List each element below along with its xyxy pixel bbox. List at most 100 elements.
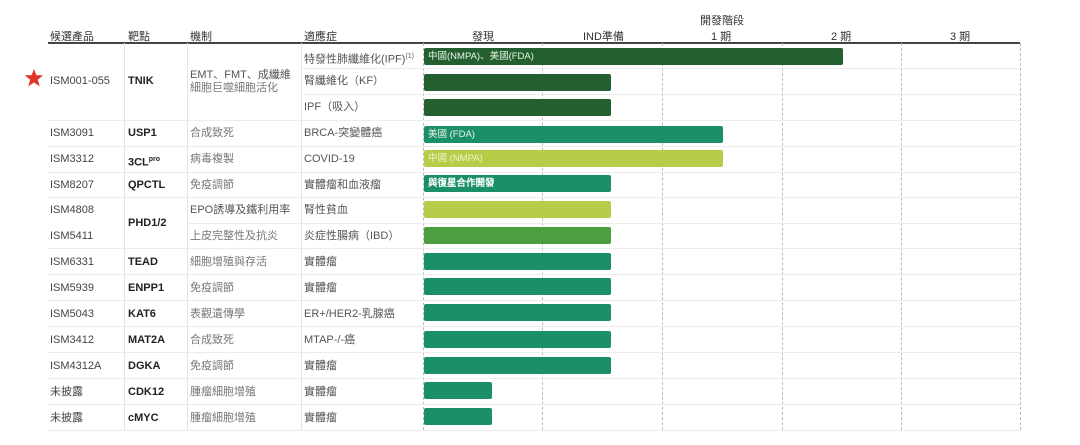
target-name: cMYC — [128, 412, 159, 424]
progress-bar — [424, 278, 611, 295]
stage-gridline — [901, 43, 902, 430]
header-mechanism: 機制 — [190, 31, 212, 43]
candidate-name: ISM6331 — [50, 256, 95, 268]
mechanism: 免疫調節 — [190, 282, 234, 294]
indication: IPF（吸入） — [304, 101, 366, 113]
indication: MTAP-/-癌 — [304, 334, 356, 346]
row-divider — [48, 146, 1020, 147]
col-divider — [301, 43, 302, 430]
stage-gridline — [1020, 43, 1021, 430]
target-name: DGKA — [128, 360, 161, 372]
candidate-name: ISM5411 — [50, 230, 94, 242]
target-name: TEAD — [128, 256, 158, 268]
mechanism: 合成致死 — [190, 127, 234, 139]
header-stage-phase1: 1 期 — [711, 31, 732, 43]
header-candidate: 候選產品 — [50, 31, 94, 43]
mechanism: EPO誘導及鐵利用率 — [190, 204, 291, 216]
header-stage-ind: IND準備 — [583, 31, 624, 43]
col-divider — [124, 43, 125, 430]
target-name: USP1 — [128, 127, 157, 139]
progress-bar — [424, 408, 492, 425]
indication: 實體瘤 — [304, 412, 337, 424]
mechanism: 病毒複製 — [190, 153, 234, 165]
progress-bar — [424, 382, 492, 399]
target-name: PHD1/2 — [128, 217, 167, 229]
progress-bar — [424, 227, 611, 244]
candidate-name: ISM5043 — [50, 308, 95, 320]
stage-gridline — [662, 43, 663, 430]
target-superscript: pro — [148, 156, 161, 163]
progress-bar — [424, 99, 611, 116]
header-stage-phase2: 2 期 — [831, 31, 852, 43]
candidate-name: ISM3312 — [50, 153, 95, 165]
indication: COVID-19 — [304, 153, 355, 165]
row-divider — [48, 404, 1020, 405]
header-target: 靶點 — [128, 31, 150, 43]
row-divider — [48, 378, 1020, 379]
target-name: MAT2A — [128, 334, 166, 346]
row-divider — [48, 172, 1020, 173]
indication: 特發性肺纖維化(IPF)(1) — [304, 50, 414, 67]
header-indication: 適應症 — [304, 31, 337, 43]
col-divider — [187, 43, 188, 430]
row-divider — [48, 352, 1020, 353]
row-divider — [48, 300, 1020, 301]
mechanism: EMT、FMT、成纖維 — [190, 69, 291, 81]
row-divider — [187, 223, 1020, 224]
header-stage-discovery: 發現 — [472, 31, 494, 43]
indication: 實體瘤 — [304, 386, 337, 398]
target-name: 3CLpro — [128, 153, 160, 170]
star-icon — [24, 68, 44, 87]
mechanism: 腫瘤細胞增殖 — [190, 412, 256, 424]
indication: 實體瘤 — [304, 282, 337, 294]
progress-bar: 中國 (NMPA) — [424, 150, 723, 167]
indication: 腎纖維化（KF） — [304, 75, 385, 87]
candidate-name: 未披露 — [50, 386, 83, 398]
indication: 腎性貧血 — [304, 204, 348, 216]
progress-bar — [424, 331, 611, 348]
row-divider — [48, 120, 1020, 121]
progress-bar: 與復星合作開發 — [424, 175, 611, 192]
indication: 炎症性腸病（IBD） — [304, 230, 400, 242]
indication: ER+/HER2-乳腺癌 — [304, 308, 395, 320]
header-rule — [48, 42, 1020, 44]
indication: 實體瘤 — [304, 360, 337, 372]
mechanism: 腫瘤細胞增殖 — [190, 386, 256, 398]
indication: 實體瘤和血液瘤 — [304, 179, 381, 191]
progress-bar — [424, 201, 611, 218]
row-divider — [48, 197, 1020, 198]
progress-bar: 美國 (FDA) — [424, 126, 723, 143]
candidate-name: ISM001-055 — [50, 75, 110, 87]
mechanism: 細胞增殖與存活 — [190, 256, 267, 268]
footnote-marker: (1) — [405, 53, 415, 60]
candidate-name: ISM4808 — [50, 204, 95, 216]
target-name: KAT6 — [128, 308, 156, 320]
indication-text: 特發性肺纖維化(IPF) — [304, 53, 406, 66]
row-divider — [48, 326, 1020, 327]
mechanism: 上皮完整性及抗炎 — [190, 230, 278, 242]
target-name: ENPP1 — [128, 282, 165, 294]
row-divider — [48, 274, 1020, 275]
stage-gridline — [782, 43, 783, 430]
progress-bar: 中國(NMPA)、美國(FDA) — [424, 48, 843, 65]
candidate-name: ISM3091 — [50, 127, 95, 139]
row-divider — [301, 68, 1020, 69]
target-name: TNIK — [128, 75, 154, 87]
progress-bar — [424, 304, 611, 321]
target-text: 3CL — [128, 156, 149, 169]
mechanism: 合成致死 — [190, 334, 234, 346]
row-divider — [48, 248, 1020, 249]
progress-bar — [424, 357, 611, 374]
candidate-name: 未披露 — [50, 412, 83, 424]
row-divider — [301, 94, 1020, 95]
target-name: CDK12 — [128, 386, 165, 398]
candidate-name: ISM4312A — [50, 360, 102, 372]
mechanism: 免疫調節 — [190, 360, 234, 372]
candidate-name: ISM8207 — [50, 179, 95, 191]
indication: 實體瘤 — [304, 256, 337, 268]
progress-bar — [424, 253, 611, 270]
stage-group-title: 開發階段 — [700, 15, 744, 27]
candidate-name: ISM3412 — [50, 334, 95, 346]
candidate-name: ISM5939 — [50, 282, 95, 294]
mechanism: 表觀遺傳學 — [190, 308, 245, 320]
